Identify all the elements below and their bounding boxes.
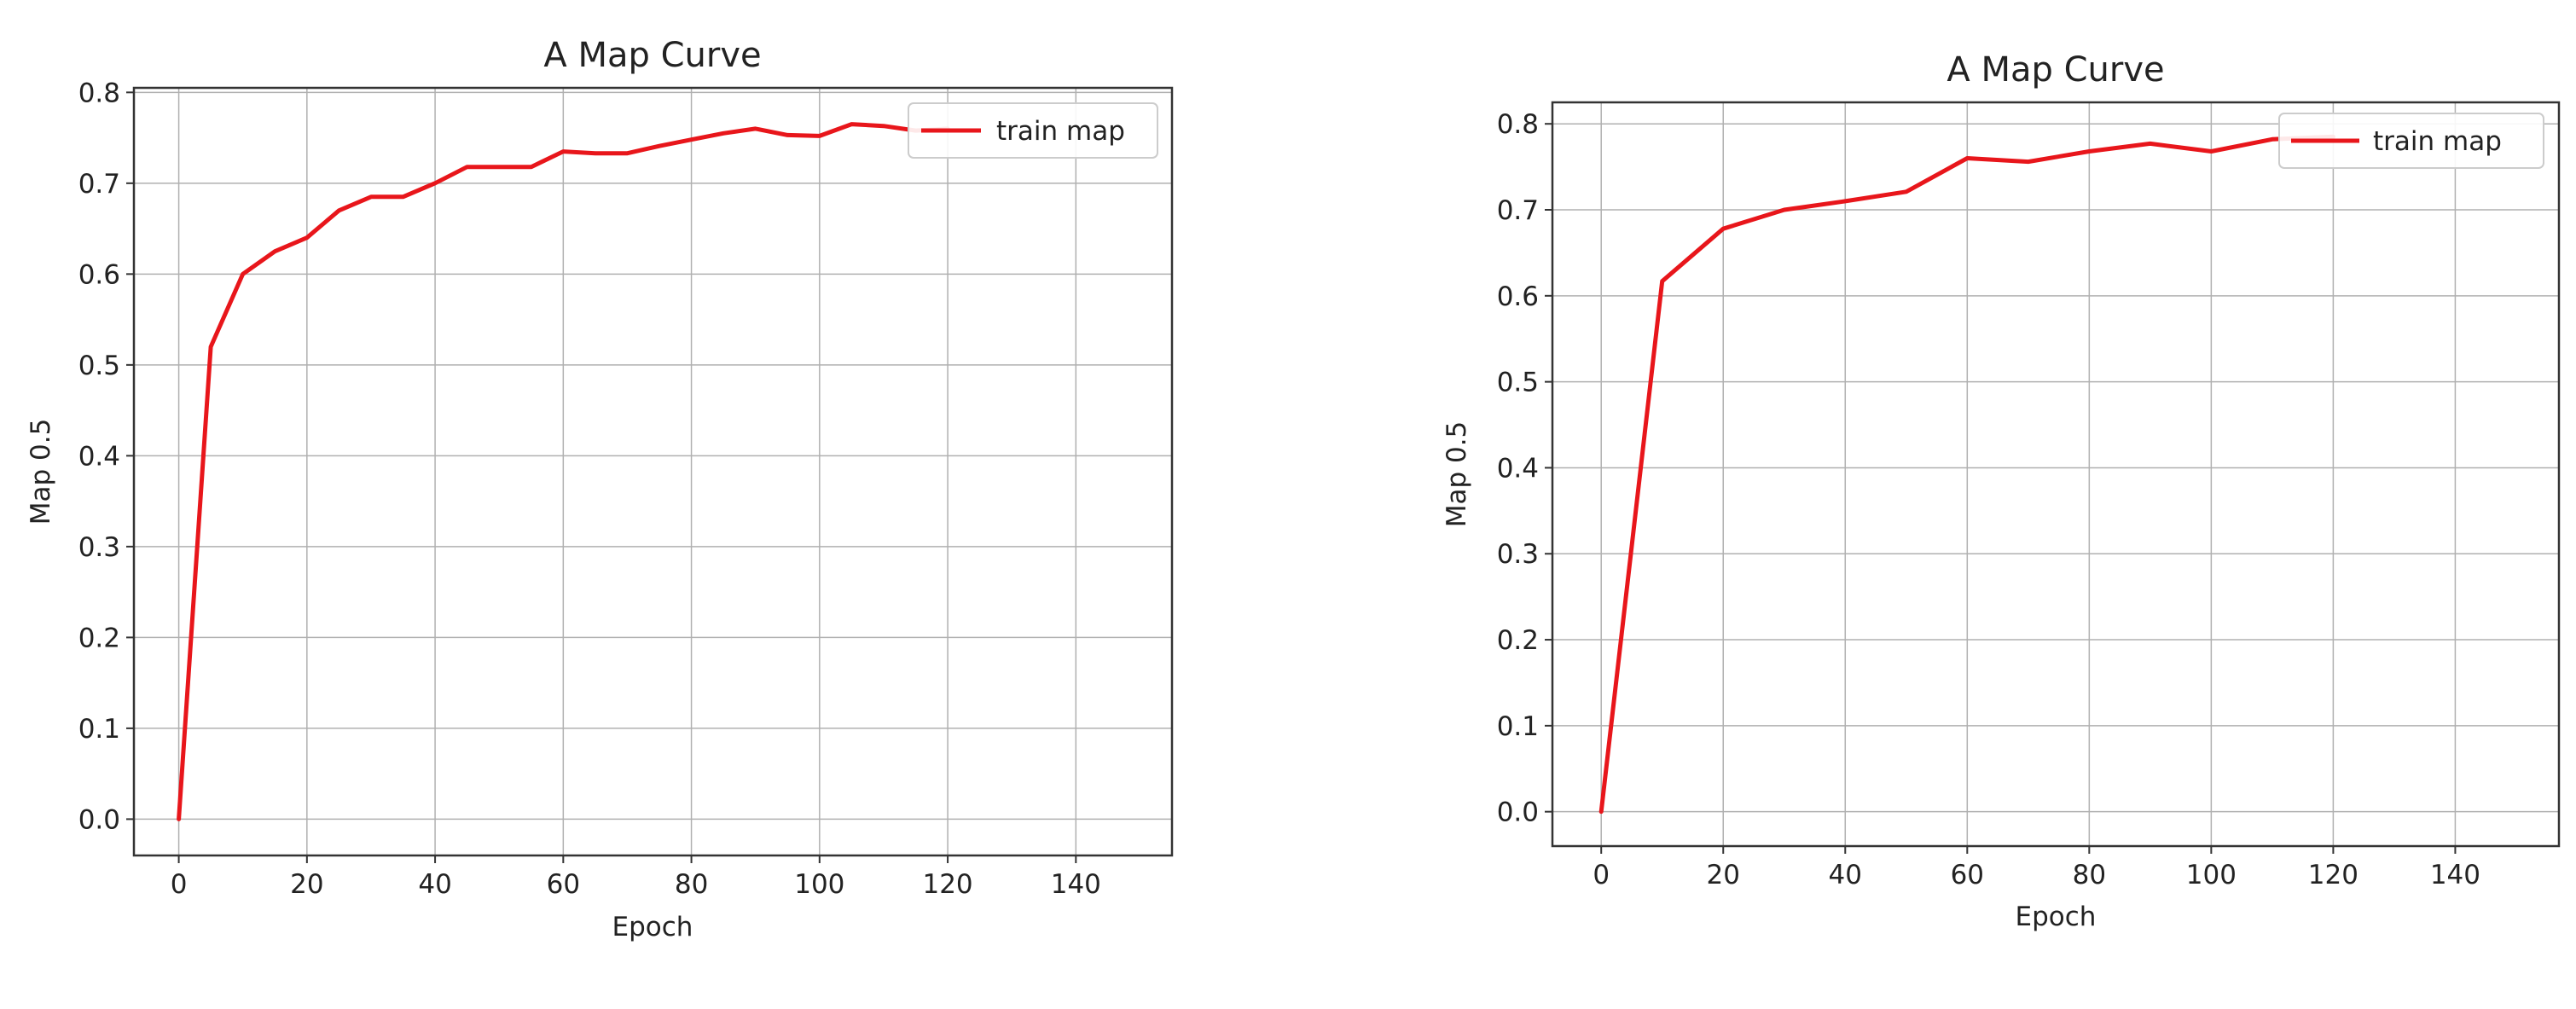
x-tick-label: 40 [1829,860,1862,890]
y-tick-label: 0.2 [1497,625,1539,656]
y-tick-label: 0.8 [78,78,120,108]
series-right [1598,134,2335,815]
legend-box-right [2278,113,2544,169]
chart-title-right: A Map Curve [1947,50,2164,90]
grid-left [134,88,1172,855]
y-tick-label: 0.0 [78,804,120,835]
ticks-left: 0 20 40 60 80 100 120 140 0.0 0.1 0.2 0.3 0.4 0.5 0.6 0… [78,78,1101,900]
x-tick-label: 120 [922,869,972,900]
plot-frame-left [132,86,1174,857]
x-tick-label: 0 [171,869,188,900]
y-tick-label: 0.5 [78,351,120,381]
y-tick-label: 0.5 [1497,368,1539,398]
plot-frame-right [1551,101,2561,848]
series-line-train-map [1598,134,2335,815]
x-tick-label: 100 [2186,860,2237,890]
ticks-right: 0 20 40 60 80 100 120 140 0.0 0.1 0.2 0.3 0.4 0.5 0.6 0… [1497,109,2480,890]
x-tick-label: 60 [1951,860,1984,890]
x-tick-label: 140 [2430,860,2480,890]
chart-left: 0 20 40 60 80 100 120 140 0.0 0.1 0.2 0.3 0.4 0.5 0.6 0… [26,36,1174,942]
x-tick-label: 20 [290,869,323,900]
y-tick-label: 0.3 [1497,539,1539,570]
x-tick-label: 20 [1707,860,1740,890]
x-tick-label: 140 [1051,869,1101,900]
y-tick-label: 0.4 [78,441,120,472]
y-tick-label: 0.8 [1497,109,1539,140]
series-line-train-map [177,122,950,821]
y-tick-label: 0.6 [78,259,120,290]
y-tick-label: 0.7 [78,169,120,200]
chart-right: 0 20 40 60 80 100 120 140 0.0 0.1 0.2 0.3 0.4 0.5 0.6 0… [1442,50,2561,932]
series-left [177,122,950,821]
legend-right: train map [2278,113,2544,169]
y-tick-label: 0.1 [78,714,120,745]
legend-label-left: train map [996,116,1125,147]
x-tick-label: 0 [1593,860,1610,890]
y-tick-label: 0.0 [1497,797,1539,828]
y-tick-label: 0.1 [1497,711,1539,742]
x-tick-label: 80 [2073,860,2106,890]
legend-label-right: train map [2373,126,2502,157]
x-axis-label-left: Epoch [612,912,693,942]
x-tick-label: 120 [2308,860,2358,890]
y-tick-label: 0.3 [78,532,120,563]
y-tick-label: 0.4 [1497,453,1539,484]
y-tick-label: 0.7 [1497,195,1539,226]
x-tick-label: 80 [675,869,708,900]
chart-title-left: A Map Curve [543,36,761,75]
x-tick-label: 100 [794,869,844,900]
y-tick-label: 0.2 [78,623,120,653]
x-tick-label: 40 [418,869,451,900]
y-axis-label-left: Map 0.5 [26,419,56,525]
x-tick-label: 60 [547,869,580,900]
grid-right [1552,102,2559,846]
x-axis-label-right: Epoch [2016,902,2097,932]
legend-box-left [908,102,1158,159]
legend-left: train map [908,102,1158,159]
y-axis-label-right: Map 0.5 [1442,421,1472,528]
y-tick-label: 0.6 [1497,281,1539,312]
